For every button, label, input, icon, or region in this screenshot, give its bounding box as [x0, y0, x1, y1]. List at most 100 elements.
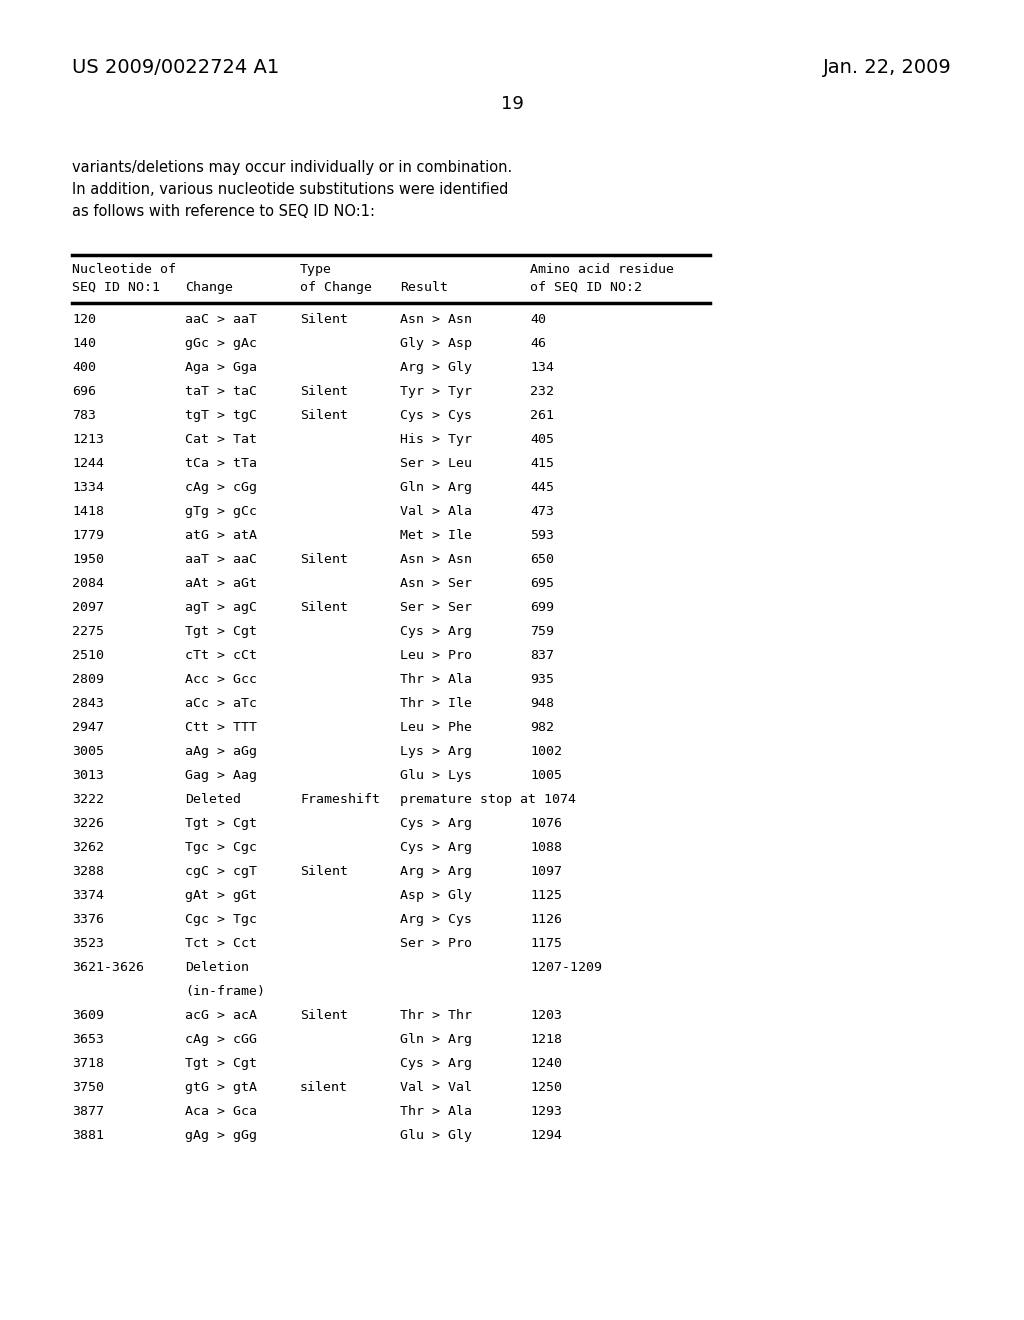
Text: 1250: 1250: [530, 1081, 562, 1094]
Text: Ser > Leu: Ser > Leu: [400, 457, 472, 470]
Text: as follows with reference to SEQ ID NO:1:: as follows with reference to SEQ ID NO:1…: [72, 205, 375, 219]
Text: cAg > cGg: cAg > cGg: [185, 480, 257, 494]
Text: Thr > Thr: Thr > Thr: [400, 1008, 472, 1022]
Text: 3877: 3877: [72, 1105, 104, 1118]
Text: Glu > Lys: Glu > Lys: [400, 770, 472, 781]
Text: Glu > Gly: Glu > Gly: [400, 1129, 472, 1142]
Text: 1097: 1097: [530, 865, 562, 878]
Text: 593: 593: [530, 529, 554, 543]
Text: 120: 120: [72, 313, 96, 326]
Text: Val > Val: Val > Val: [400, 1081, 472, 1094]
Text: acG > acA: acG > acA: [185, 1008, 257, 1022]
Text: Nucleotide of: Nucleotide of: [72, 263, 176, 276]
Text: Silent: Silent: [300, 385, 348, 399]
Text: 261: 261: [530, 409, 554, 422]
Text: 699: 699: [530, 601, 554, 614]
Text: Silent: Silent: [300, 601, 348, 614]
Text: Lys > Arg: Lys > Arg: [400, 744, 472, 758]
Text: 3005: 3005: [72, 744, 104, 758]
Text: gTg > gCc: gTg > gCc: [185, 506, 257, 517]
Text: gGc > gAc: gGc > gAc: [185, 337, 257, 350]
Text: Leu > Phe: Leu > Phe: [400, 721, 472, 734]
Text: taT > taC: taT > taC: [185, 385, 257, 399]
Text: 783: 783: [72, 409, 96, 422]
Text: 1418: 1418: [72, 506, 104, 517]
Text: Gly > Asp: Gly > Asp: [400, 337, 472, 350]
Text: Silent: Silent: [300, 313, 348, 326]
Text: 982: 982: [530, 721, 554, 734]
Text: Asn > Asn: Asn > Asn: [400, 313, 472, 326]
Text: aaT > aaC: aaT > aaC: [185, 553, 257, 566]
Text: 140: 140: [72, 337, 96, 350]
Text: Arg > Arg: Arg > Arg: [400, 865, 472, 878]
Text: Tyr > Tyr: Tyr > Tyr: [400, 385, 472, 399]
Text: Asn > Ser: Asn > Ser: [400, 577, 472, 590]
Text: aAt > aGt: aAt > aGt: [185, 577, 257, 590]
Text: Tgt > Cgt: Tgt > Cgt: [185, 817, 257, 830]
Text: of Change: of Change: [300, 281, 372, 294]
Text: Thr > Ile: Thr > Ile: [400, 697, 472, 710]
Text: 1240: 1240: [530, 1057, 562, 1071]
Text: Gln > Arg: Gln > Arg: [400, 480, 472, 494]
Text: 1213: 1213: [72, 433, 104, 446]
Text: 1005: 1005: [530, 770, 562, 781]
Text: Amino acid residue: Amino acid residue: [530, 263, 674, 276]
Text: Result: Result: [400, 281, 449, 294]
Text: 1076: 1076: [530, 817, 562, 830]
Text: atG > atA: atG > atA: [185, 529, 257, 543]
Text: 445: 445: [530, 480, 554, 494]
Text: premature stop at 1074: premature stop at 1074: [400, 793, 575, 807]
Text: 1294: 1294: [530, 1129, 562, 1142]
Text: 3376: 3376: [72, 913, 104, 927]
Text: 405: 405: [530, 433, 554, 446]
Text: Deletion: Deletion: [185, 961, 249, 974]
Text: SEQ ID NO:1: SEQ ID NO:1: [72, 281, 160, 294]
Text: US 2009/0022724 A1: US 2009/0022724 A1: [72, 58, 280, 77]
Text: 1334: 1334: [72, 480, 104, 494]
Text: 3750: 3750: [72, 1081, 104, 1094]
Text: 46: 46: [530, 337, 546, 350]
Text: agT > agC: agT > agC: [185, 601, 257, 614]
Text: Silent: Silent: [300, 409, 348, 422]
Text: Silent: Silent: [300, 553, 348, 566]
Text: 2809: 2809: [72, 673, 104, 686]
Text: Gln > Arg: Gln > Arg: [400, 1034, 472, 1045]
Text: His > Tyr: His > Tyr: [400, 433, 472, 446]
Text: cAg > cGG: cAg > cGG: [185, 1034, 257, 1045]
Text: Cys > Arg: Cys > Arg: [400, 624, 472, 638]
Text: Met > Ile: Met > Ile: [400, 529, 472, 543]
Text: Tgt > Cgt: Tgt > Cgt: [185, 624, 257, 638]
Text: 400: 400: [72, 360, 96, 374]
Text: Ser > Pro: Ser > Pro: [400, 937, 472, 950]
Text: 3718: 3718: [72, 1057, 104, 1071]
Text: Cys > Arg: Cys > Arg: [400, 841, 472, 854]
Text: Change: Change: [185, 281, 233, 294]
Text: silent: silent: [300, 1081, 348, 1094]
Text: 1950: 1950: [72, 553, 104, 566]
Text: 935: 935: [530, 673, 554, 686]
Text: 1207-1209: 1207-1209: [530, 961, 602, 974]
Text: tCa > tTa: tCa > tTa: [185, 457, 257, 470]
Text: aaC > aaT: aaC > aaT: [185, 313, 257, 326]
Text: cTt > cCt: cTt > cCt: [185, 649, 257, 663]
Text: 2510: 2510: [72, 649, 104, 663]
Text: 695: 695: [530, 577, 554, 590]
Text: 1779: 1779: [72, 529, 104, 543]
Text: Type: Type: [300, 263, 332, 276]
Text: 2275: 2275: [72, 624, 104, 638]
Text: 473: 473: [530, 506, 554, 517]
Text: Cys > Cys: Cys > Cys: [400, 409, 472, 422]
Text: Aga > Gga: Aga > Gga: [185, 360, 257, 374]
Text: Thr > Ala: Thr > Ala: [400, 1105, 472, 1118]
Text: 3609: 3609: [72, 1008, 104, 1022]
Text: 3288: 3288: [72, 865, 104, 878]
Text: Tgt > Cgt: Tgt > Cgt: [185, 1057, 257, 1071]
Text: 1218: 1218: [530, 1034, 562, 1045]
Text: 3226: 3226: [72, 817, 104, 830]
Text: gAg > gGg: gAg > gGg: [185, 1129, 257, 1142]
Text: (in-frame): (in-frame): [185, 985, 265, 998]
Text: 948: 948: [530, 697, 554, 710]
Text: Arg > Gly: Arg > Gly: [400, 360, 472, 374]
Text: 134: 134: [530, 360, 554, 374]
Text: Jan. 22, 2009: Jan. 22, 2009: [823, 58, 952, 77]
